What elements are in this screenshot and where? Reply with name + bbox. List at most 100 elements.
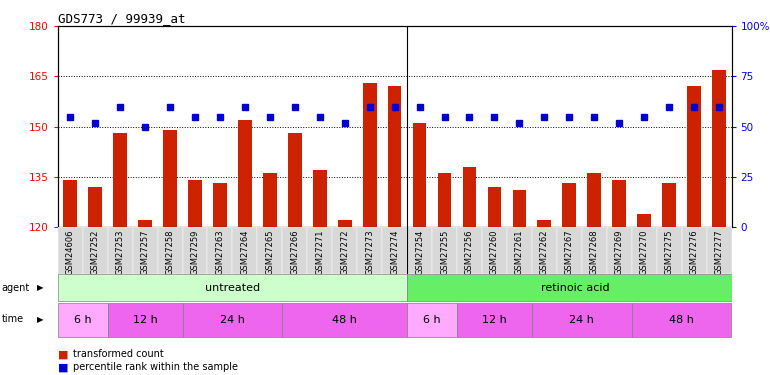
Text: GSM27269: GSM27269 (614, 229, 624, 275)
Text: percentile rank within the sample: percentile rank within the sample (73, 363, 238, 372)
Text: GSM27272: GSM27272 (340, 229, 350, 275)
Bar (158, 227, 182, 274)
Bar (257, 227, 283, 274)
Bar (332, 227, 357, 274)
Bar (307, 227, 332, 274)
Text: 6 h: 6 h (424, 315, 441, 325)
Text: 12 h: 12 h (132, 315, 157, 325)
Bar (108, 227, 132, 274)
Bar (58, 303, 108, 337)
Text: retinoic acid: retinoic acid (541, 283, 610, 293)
Text: ▶: ▶ (37, 284, 43, 292)
Bar (432, 227, 457, 274)
Text: GSM27277: GSM27277 (715, 229, 724, 275)
Bar (532, 303, 631, 337)
Text: GSM27273: GSM27273 (365, 229, 374, 275)
Bar (58, 227, 82, 274)
Bar (233, 227, 257, 274)
Bar (638, 213, 651, 227)
Text: GSM27257: GSM27257 (141, 229, 149, 275)
Text: GSM27270: GSM27270 (640, 229, 648, 275)
Text: ■: ■ (58, 350, 69, 359)
Bar (263, 173, 276, 227)
Bar (463, 166, 477, 227)
Bar (89, 187, 102, 227)
Bar (612, 180, 626, 227)
Text: GSM27260: GSM27260 (490, 229, 499, 275)
Bar (437, 173, 451, 227)
Bar (108, 303, 182, 337)
Text: 48 h: 48 h (669, 315, 694, 325)
Bar (338, 220, 352, 227)
Bar (313, 170, 326, 227)
Bar (357, 227, 382, 274)
Text: agent: agent (2, 283, 30, 293)
Bar (213, 183, 227, 227)
Text: GSM27258: GSM27258 (166, 229, 175, 275)
Text: GDS773 / 99939_at: GDS773 / 99939_at (58, 12, 186, 25)
Bar (631, 303, 732, 337)
Text: ▶: ▶ (37, 315, 43, 324)
Bar (487, 187, 501, 227)
Text: 48 h: 48 h (333, 315, 357, 325)
Bar (537, 220, 551, 227)
Text: 12 h: 12 h (482, 315, 507, 325)
Bar (532, 227, 557, 274)
Text: ■: ■ (58, 363, 69, 372)
Bar (163, 130, 177, 227)
Text: untreated: untreated (205, 283, 260, 293)
Text: GSM27276: GSM27276 (690, 229, 698, 275)
Text: GSM24606: GSM24606 (65, 229, 75, 275)
Bar (631, 227, 657, 274)
Bar (63, 180, 77, 227)
Bar (662, 183, 676, 227)
Bar (207, 227, 233, 274)
Bar (58, 274, 407, 302)
Bar (507, 227, 532, 274)
Bar (283, 227, 307, 274)
Bar (712, 70, 726, 227)
Bar (557, 227, 582, 274)
Bar (457, 303, 532, 337)
Bar (482, 227, 507, 274)
Text: GSM27267: GSM27267 (565, 229, 574, 275)
Bar (407, 274, 744, 302)
Text: time: time (2, 315, 24, 324)
Text: GSM27261: GSM27261 (515, 229, 524, 275)
Text: 6 h: 6 h (74, 315, 92, 325)
Text: GSM27266: GSM27266 (290, 229, 300, 275)
Text: GSM27264: GSM27264 (240, 229, 249, 275)
Bar (413, 123, 427, 227)
Bar (681, 227, 707, 274)
Bar (407, 227, 432, 274)
Bar (182, 303, 283, 337)
Bar (582, 227, 607, 274)
Bar (82, 227, 108, 274)
Bar (288, 133, 302, 227)
Bar (182, 227, 207, 274)
Bar (363, 83, 377, 227)
Text: GSM27259: GSM27259 (190, 229, 199, 274)
Text: GSM27275: GSM27275 (665, 229, 674, 275)
Bar (513, 190, 526, 227)
Bar (707, 227, 732, 274)
Bar (657, 227, 681, 274)
Bar (562, 183, 576, 227)
Bar (687, 87, 701, 227)
Bar (283, 303, 407, 337)
Bar (132, 227, 158, 274)
Bar (382, 227, 407, 274)
Bar (588, 173, 601, 227)
Bar (388, 87, 401, 227)
Text: GSM27256: GSM27256 (465, 229, 474, 275)
Text: transformed count: transformed count (73, 350, 164, 359)
Bar (238, 120, 252, 227)
Text: GSM27253: GSM27253 (116, 229, 125, 275)
Text: GSM27268: GSM27268 (590, 229, 599, 275)
Text: GSM27265: GSM27265 (266, 229, 274, 275)
Bar (607, 227, 631, 274)
Bar (113, 133, 127, 227)
Text: GSM27263: GSM27263 (216, 229, 224, 275)
Text: 24 h: 24 h (569, 315, 594, 325)
Text: GSM27274: GSM27274 (390, 229, 399, 275)
